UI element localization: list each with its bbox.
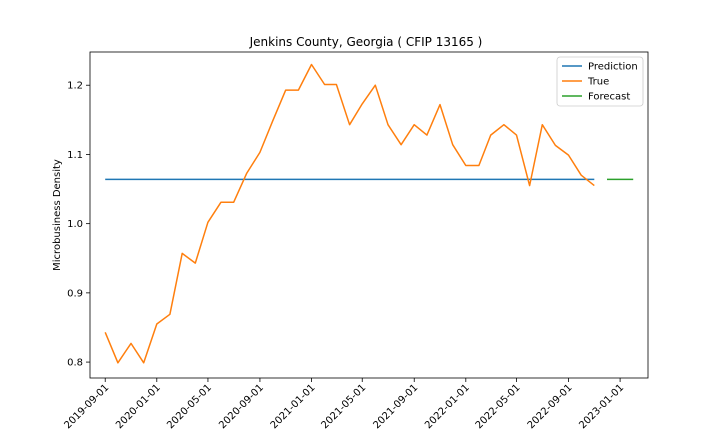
y-tick-label: 1.2 xyxy=(67,81,83,92)
y-tick-label: 1.0 xyxy=(67,219,83,230)
y-axis: 0.8 0.9 1.0 1.1 1.2 xyxy=(67,81,90,369)
legend-label-forecast: Forecast xyxy=(588,92,630,103)
plot-frame xyxy=(89,51,649,379)
legend-label-prediction: Prediction xyxy=(588,62,638,73)
y-axis-label: Microbusiness Density xyxy=(52,159,63,271)
series-line-true xyxy=(104,63,595,364)
y-tick-label: 0.9 xyxy=(67,288,83,299)
chart-title: Jenkins County, Georgia ( CFIP 13165 ) xyxy=(249,35,483,49)
legend: Prediction True Forecast xyxy=(556,56,644,107)
legend-label-true: True xyxy=(587,77,609,88)
legend-box xyxy=(556,56,644,107)
plot-area xyxy=(104,63,634,364)
y-tick-label: 0.8 xyxy=(67,358,83,369)
y-tick-label: 1.1 xyxy=(67,150,83,161)
